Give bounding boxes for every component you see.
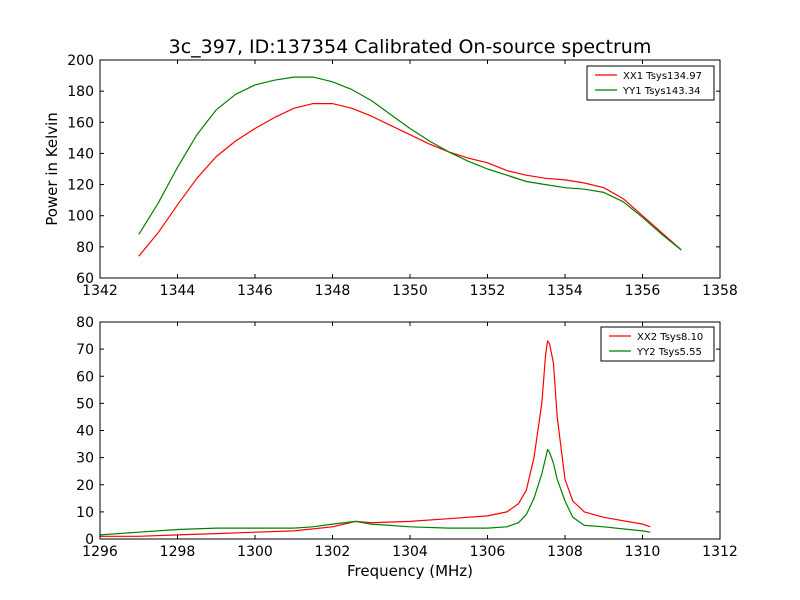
x-tick-label: 1356: [625, 283, 661, 299]
y-tick-label: 10: [76, 505, 94, 521]
top-series-group: [138, 76, 682, 257]
legend-entry: YY1 Tsys143.34: [622, 86, 701, 97]
y-tick-label: 70: [76, 342, 94, 358]
top-ticks-group: 1342 1344 1346 1348 1350 1352 1354 1356 1358 60 80…: [67, 53, 738, 299]
y-tick-label: 80: [76, 240, 94, 256]
legend-entry: YY2 Tsys5.55: [636, 347, 702, 358]
series-line-1-0: [100, 340, 651, 537]
y-tick-label: 20: [76, 478, 94, 494]
top-legend: XX1 Tsys134.97 YY1 Tsys143.34: [586, 65, 715, 101]
y-tick-label: 60: [76, 271, 94, 287]
legend-box: [600, 326, 715, 362]
y-tick-label: 40: [76, 424, 94, 440]
x-tick-label: 1344: [160, 283, 196, 299]
x-tick-label: 1352: [470, 283, 506, 299]
x-tick-label: 1298: [160, 544, 196, 560]
x-tick-label: 1342: [82, 283, 118, 299]
y-tick-label: 0: [85, 532, 94, 548]
legend-entry: XX1 Tsys134.97: [623, 71, 702, 82]
x-tick-label: 1302: [315, 544, 351, 560]
x-tick-label: 1300: [237, 544, 273, 560]
top-panel: 3c_397, ID:137354 Calibrated On-source s…: [43, 36, 738, 299]
y-tick-label: 30: [76, 451, 94, 467]
x-tick-label: 1308: [547, 544, 583, 560]
x-tick-label: 1350: [392, 283, 428, 299]
x-tick-label: 1310: [625, 544, 661, 560]
bottom-plot-frame: [99, 321, 721, 540]
bottom-x-axis-label: Frequency (MHz): [347, 562, 473, 580]
bottom-series-group: [99, 340, 651, 537]
y-tick-label: 50: [76, 396, 94, 412]
chart-title: 3c_397, ID:137354 Calibrated On-source s…: [169, 36, 652, 58]
y-tick-label: 60: [76, 369, 94, 385]
legend-box: [586, 65, 715, 101]
x-tick-label: 1348: [315, 283, 351, 299]
y-tick-label: 120: [67, 178, 94, 194]
bottom-panel: Frequency (MHz) 1296 1298 1300 1302 1304 1306…: [76, 315, 738, 580]
y-tick-label: 180: [67, 84, 94, 100]
y-tick-label: 140: [67, 146, 94, 162]
series-line-1-1: [99, 448, 651, 536]
top-plot-frame: [99, 59, 721, 279]
legend-entry: XX2 Tsys8.10: [637, 332, 703, 343]
bottom-ticks-group: 1296 1298 1300 1302 1304 1306 1308 1310 1312 0 10 2…: [76, 315, 738, 560]
series-line-0-1: [138, 76, 682, 251]
x-tick-label: 1312: [702, 544, 738, 560]
y-tick-label: 100: [67, 209, 94, 225]
x-tick-label: 1346: [237, 283, 273, 299]
series-line-0-0: [138, 102, 682, 257]
bottom-legend: XX2 Tsys8.10 YY2 Tsys5.55: [600, 326, 715, 362]
top-y-axis-label: Power in Kelvin: [43, 112, 61, 226]
x-tick-label: 1304: [392, 544, 428, 560]
x-tick-label: 1306: [470, 544, 506, 560]
y-tick-label: 80: [76, 315, 94, 331]
y-tick-label: 200: [67, 53, 94, 69]
x-tick-label: 1296: [82, 544, 118, 560]
y-tick-label: 160: [67, 115, 94, 131]
x-tick-label: 1358: [702, 283, 738, 299]
x-tick-label: 1354: [547, 283, 583, 299]
